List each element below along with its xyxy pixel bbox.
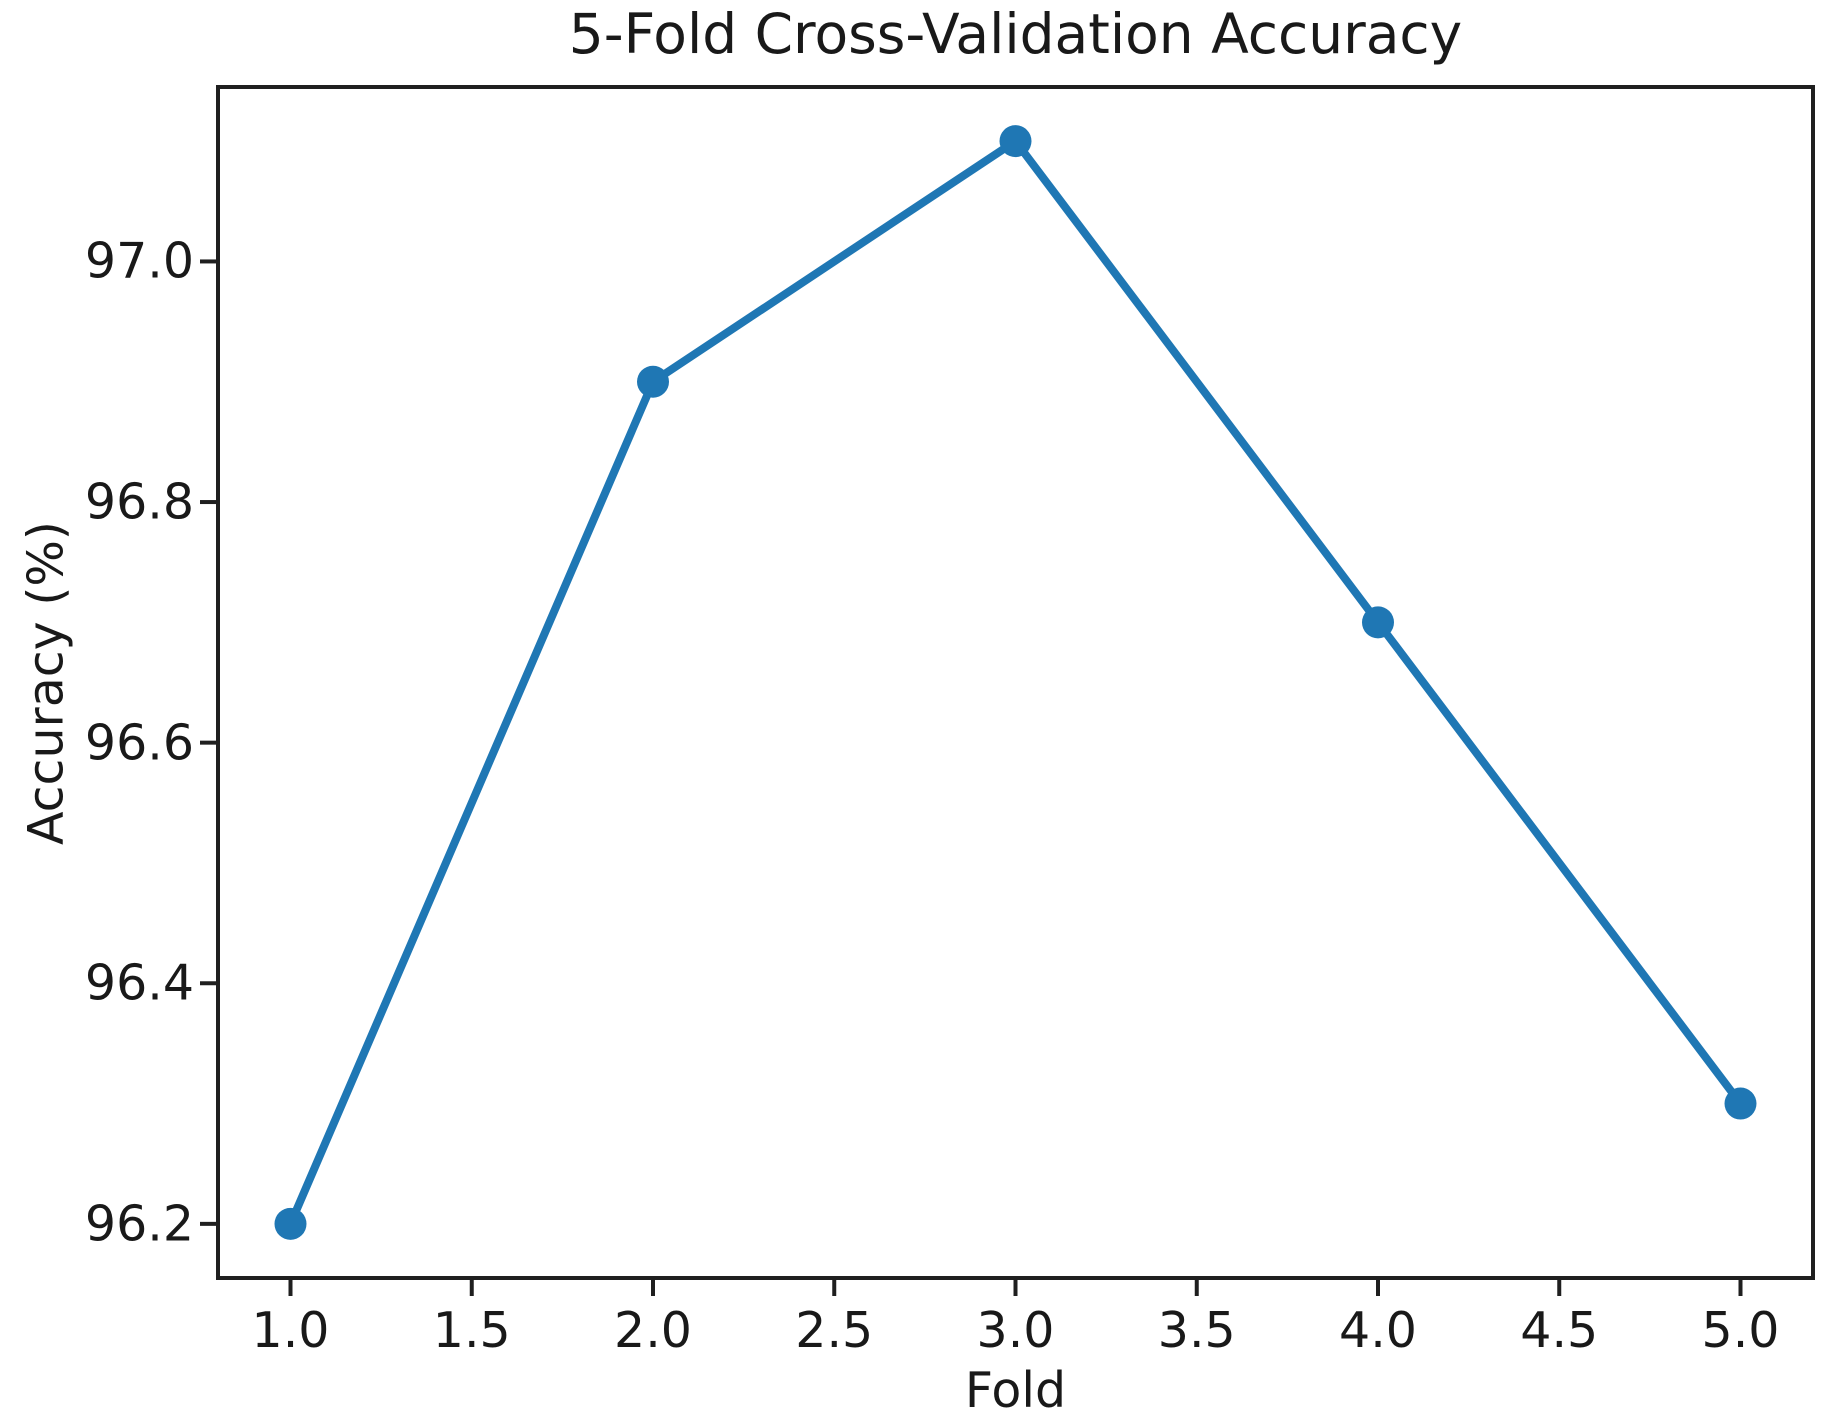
data-point (1724, 1087, 1757, 1120)
data-point (1362, 606, 1394, 639)
x-tick-label: 1.0 (251, 1302, 330, 1359)
y-tick-label: 96.4 (84, 954, 194, 1012)
data-point (999, 125, 1032, 158)
data-point (274, 1207, 307, 1240)
y-tick-label: 96.6 (84, 714, 194, 772)
x-tick-label: 3.5 (1157, 1302, 1236, 1359)
x-tick-label: 4.5 (1520, 1302, 1599, 1359)
axes-frame (216, 85, 1815, 1280)
data-line (286, 137, 1745, 1228)
x-tick-label: 4.0 (1339, 1302, 1417, 1359)
y-tick-label: 96.2 (84, 1195, 194, 1253)
y-axis-title: Accuracy (%) (17, 520, 75, 846)
x-tick-label: 3.0 (976, 1302, 1055, 1359)
x-tick-label: 2.5 (795, 1302, 874, 1359)
y-tick-label: 97.0 (84, 232, 194, 290)
y-tick-label: 96.8 (84, 473, 194, 531)
chart-title: 5-Fold Cross-Validation Accuracy (568, 2, 1463, 66)
x-tick-label: 1.5 (432, 1302, 511, 1359)
data-point (637, 365, 669, 398)
x-axis-title: Fold (964, 1362, 1067, 1419)
x-tick-label: 2.0 (614, 1302, 692, 1359)
x-tick-label: 5.0 (1701, 1302, 1780, 1359)
